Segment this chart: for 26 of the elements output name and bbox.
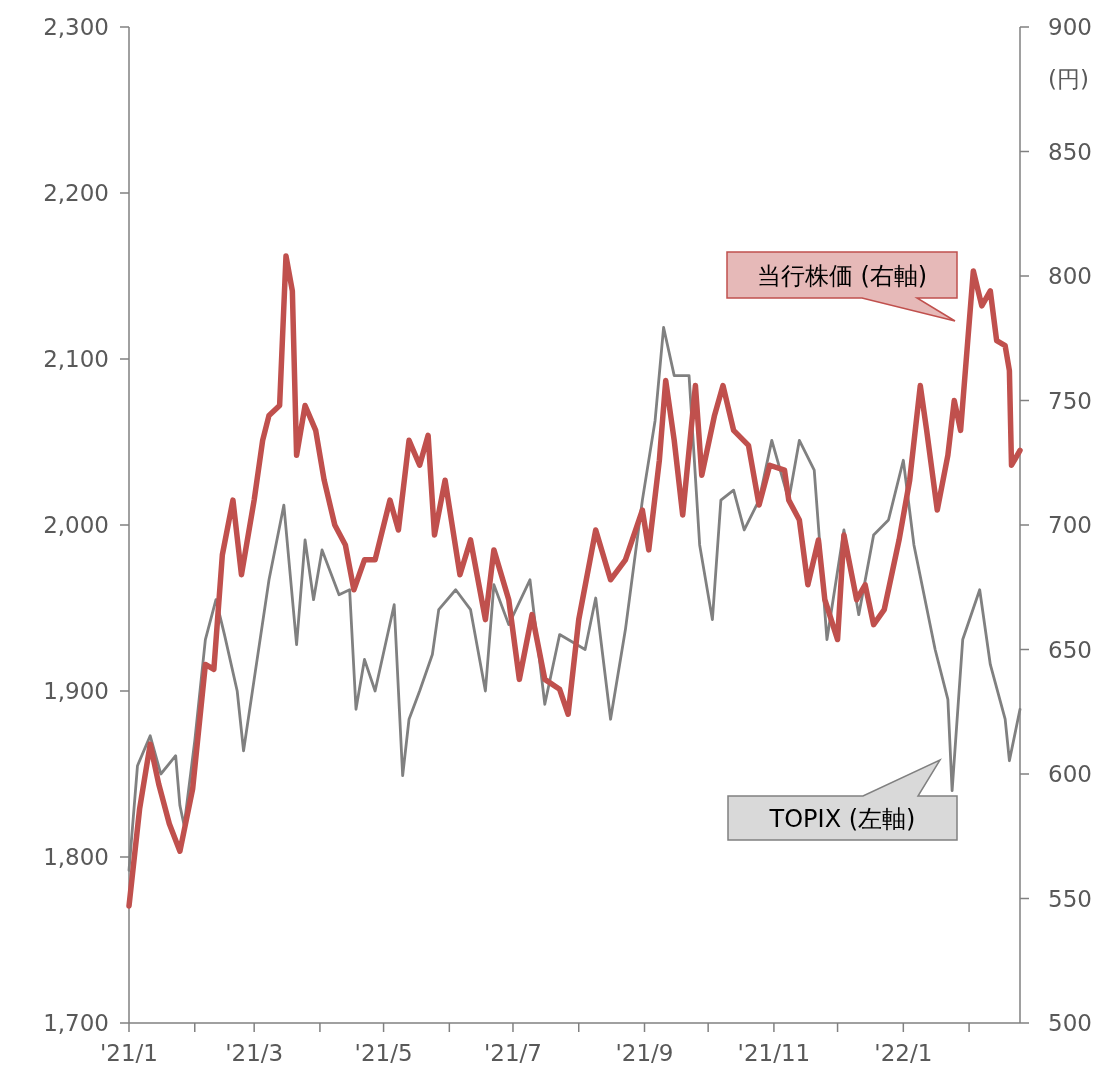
y-tick-label: 2,300 — [43, 14, 109, 40]
y2-tick-label: 650 — [1048, 636, 1092, 663]
y2-tick-label: 500 — [1048, 1010, 1092, 1036]
y-tick-label: 1,900 — [43, 678, 109, 704]
x-tick-label: '21/3 — [225, 1040, 284, 1066]
x-tick-label: '21/9 — [615, 1040, 674, 1066]
series-label: TOPIX (左軸) — [768, 805, 916, 833]
y-tick-label: 2,100 — [43, 346, 109, 372]
y2-tick-label: 550 — [1048, 885, 1092, 912]
x-tick-label: '21/5 — [354, 1040, 413, 1066]
y2-tick-label: 750 — [1048, 387, 1092, 414]
x-tick-label: '21/1 — [100, 1040, 158, 1066]
x-tick-label: '21/11 — [737, 1040, 811, 1066]
x-tick-label: '22/1 — [874, 1040, 933, 1066]
y2-tick-label: 850 — [1048, 138, 1092, 165]
y-tick-label: 2,000 — [43, 512, 109, 538]
y-tick-label: 1,800 — [43, 844, 109, 870]
y2-tick-label: 800 — [1048, 263, 1092, 289]
series-label: 当行株価 (右軸) — [756, 262, 928, 290]
y2-tick-label: 600 — [1048, 761, 1092, 787]
y2-axis-title: (円) — [1048, 66, 1089, 92]
y2-tick-label: 900 — [1048, 14, 1092, 40]
x-tick-label: '21/7 — [483, 1040, 542, 1066]
y-tick-label: 2,200 — [43, 180, 109, 206]
y2-tick-label: 700 — [1048, 512, 1092, 538]
y-tick-label: 1,700 — [43, 1010, 109, 1036]
